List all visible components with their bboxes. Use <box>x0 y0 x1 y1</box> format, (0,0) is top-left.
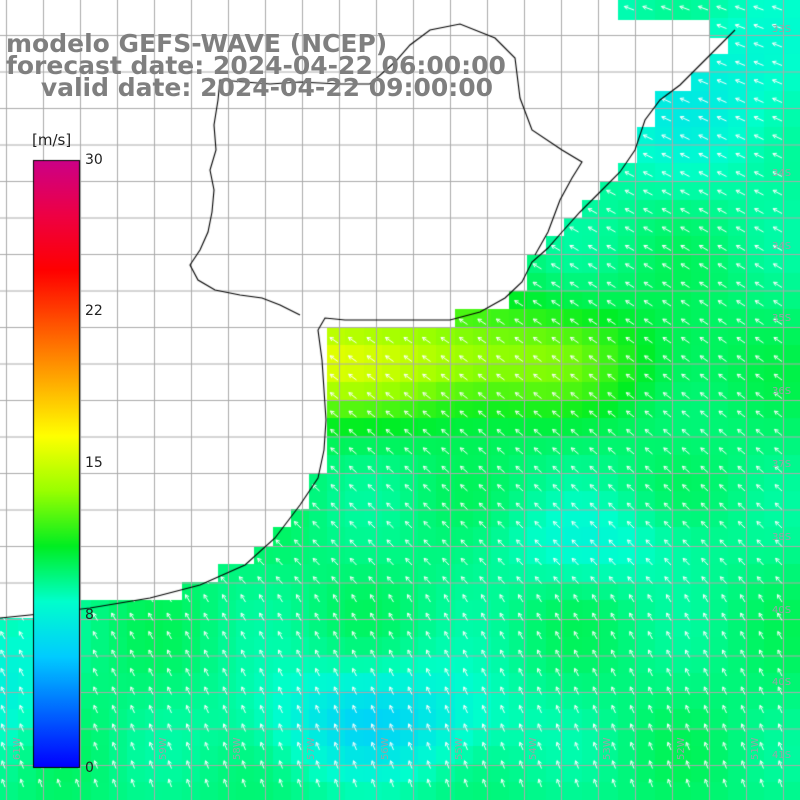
lon-label-59w: 59W <box>158 737 169 760</box>
lat-label-34s-a: 34S <box>772 168 792 179</box>
forecast-date: forecast date: 2024-04-22 06:00:00 <box>6 51 506 80</box>
colorbar-tick-15: 15 <box>85 455 103 471</box>
lat-label-40s-b: 40S <box>772 677 792 688</box>
lon-label-55w: 55W <box>454 737 465 760</box>
colorbar-tick-8: 8 <box>85 607 94 623</box>
colorbar-tick-0: 0 <box>85 760 94 776</box>
lat-label-37s: 37S <box>772 459 792 470</box>
model-title: modelo GEFS-WAVE (NCEP) <box>6 29 388 58</box>
lon-label-51w: 51W <box>750 737 761 760</box>
lon-label-57w: 57W <box>306 737 317 760</box>
lon-label-53w: 53W <box>602 737 613 760</box>
lat-label-35s: 35S <box>772 313 792 324</box>
lon-label-52w: 52W <box>676 737 687 760</box>
valid-date: valid date: 2024-04-22 09:00:00 <box>6 73 494 102</box>
colorbar-tick-30: 30 <box>85 152 103 168</box>
lat-label-33s: 33S <box>772 24 792 35</box>
lat-label-36s: 36S <box>772 386 792 397</box>
lon-label-58w: 58W <box>232 737 243 760</box>
lat-label-40s: 40S <box>772 605 792 616</box>
lon-label-54w: 54W <box>528 737 539 760</box>
lat-label-34s: 34S <box>772 241 792 252</box>
lat-label-38s: 38S <box>772 532 792 543</box>
colorbar-tick-22: 22 <box>85 303 103 319</box>
lon-label-61w: 61W <box>12 737 23 760</box>
lat-label-41s: 41S <box>772 750 792 761</box>
colorbar-unit: [m/s] <box>32 131 72 149</box>
lon-label-56w: 56W <box>380 737 391 760</box>
